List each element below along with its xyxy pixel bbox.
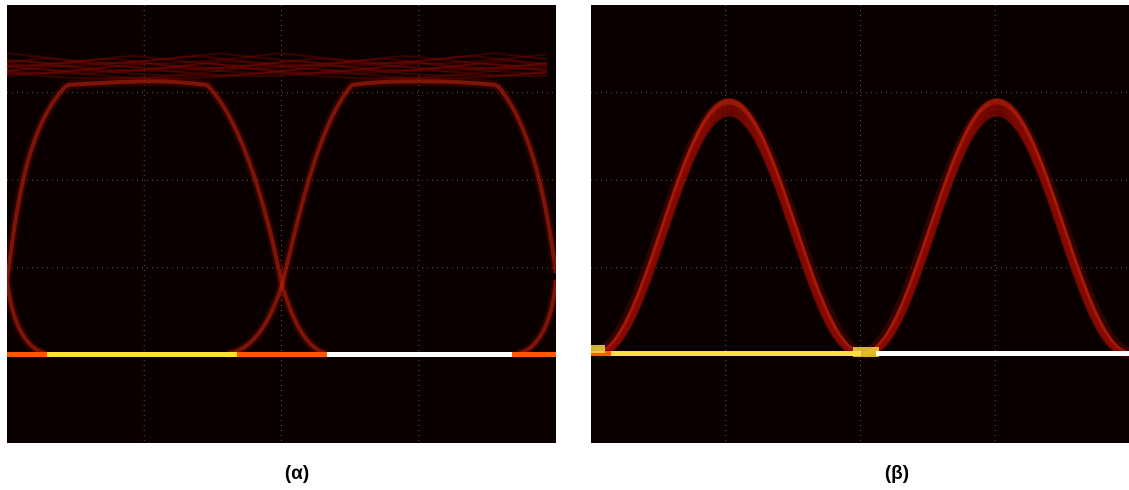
raised-cosine-trace (868, 110, 1125, 355)
eye-transition-glow (66, 76, 329, 359)
noise-band-trace (7, 64, 548, 80)
noise-band-trace (7, 67, 548, 80)
eye-transition-trace (495, 83, 556, 274)
raised-cosine-trace (870, 113, 1123, 355)
grid (7, 5, 556, 443)
eye-transition-trace (66, 79, 328, 356)
eye-transition-glow (7, 81, 71, 281)
baseline-segment (327, 352, 517, 357)
eye-transition-glow (225, 76, 498, 359)
noise-band-trace (7, 60, 548, 73)
baseline-crossing-hotspot (853, 347, 879, 357)
baseline-segment (47, 352, 237, 357)
noise-band-trace (7, 62, 548, 76)
noise-band-trace (7, 57, 548, 70)
raised-cosine-trace (599, 107, 858, 355)
baseline-a (7, 352, 556, 357)
eye-diagram-plot-b (591, 5, 1129, 443)
raised-cosine-glow (862, 97, 1129, 359)
eye-transition-glow (493, 82, 556, 274)
grid (591, 5, 1129, 443)
baseline-segment (876, 351, 1129, 356)
eye-transition-trace (7, 83, 69, 281)
eye-transition-glow (515, 279, 556, 359)
noise-band-trace (7, 55, 548, 68)
baseline-segment (512, 352, 556, 357)
baseline-segment (591, 351, 611, 356)
noise-band-trace (7, 59, 548, 73)
noise-band-trace (7, 64, 548, 78)
raised-cosine-trace (867, 107, 1126, 355)
baseline-b (591, 345, 1129, 357)
eye-diagram-plot-a (7, 5, 556, 443)
baseline-left-hotspot (591, 345, 605, 353)
caption-b: (β) (884, 463, 910, 484)
raised-cosine-trace (865, 104, 1128, 355)
eye-diagram-panel-b (591, 5, 1129, 443)
noise-band-trace (7, 62, 548, 75)
caption-a: (α) (284, 463, 310, 484)
raised-cosine-trace (597, 104, 860, 355)
noise-band-trace (7, 57, 548, 76)
eye-transition-glow (7, 279, 49, 359)
eye-diagram-panel-a (7, 5, 556, 443)
eye-traces-a (7, 51, 556, 359)
raised-cosine-trace (600, 110, 857, 355)
raised-cosine-glow (594, 97, 863, 359)
noise-band-trace (7, 60, 548, 78)
baseline-segment (237, 352, 327, 357)
noise-band-trace (7, 51, 548, 68)
noise-band-trace (7, 54, 548, 72)
raised-cosine-trace (602, 113, 855, 355)
eye-transition-trace (226, 79, 498, 356)
baseline-segment (611, 351, 861, 356)
baseline-segment (7, 352, 47, 357)
eye-traces-b (594, 97, 1129, 359)
noise-band-trace (7, 51, 548, 65)
